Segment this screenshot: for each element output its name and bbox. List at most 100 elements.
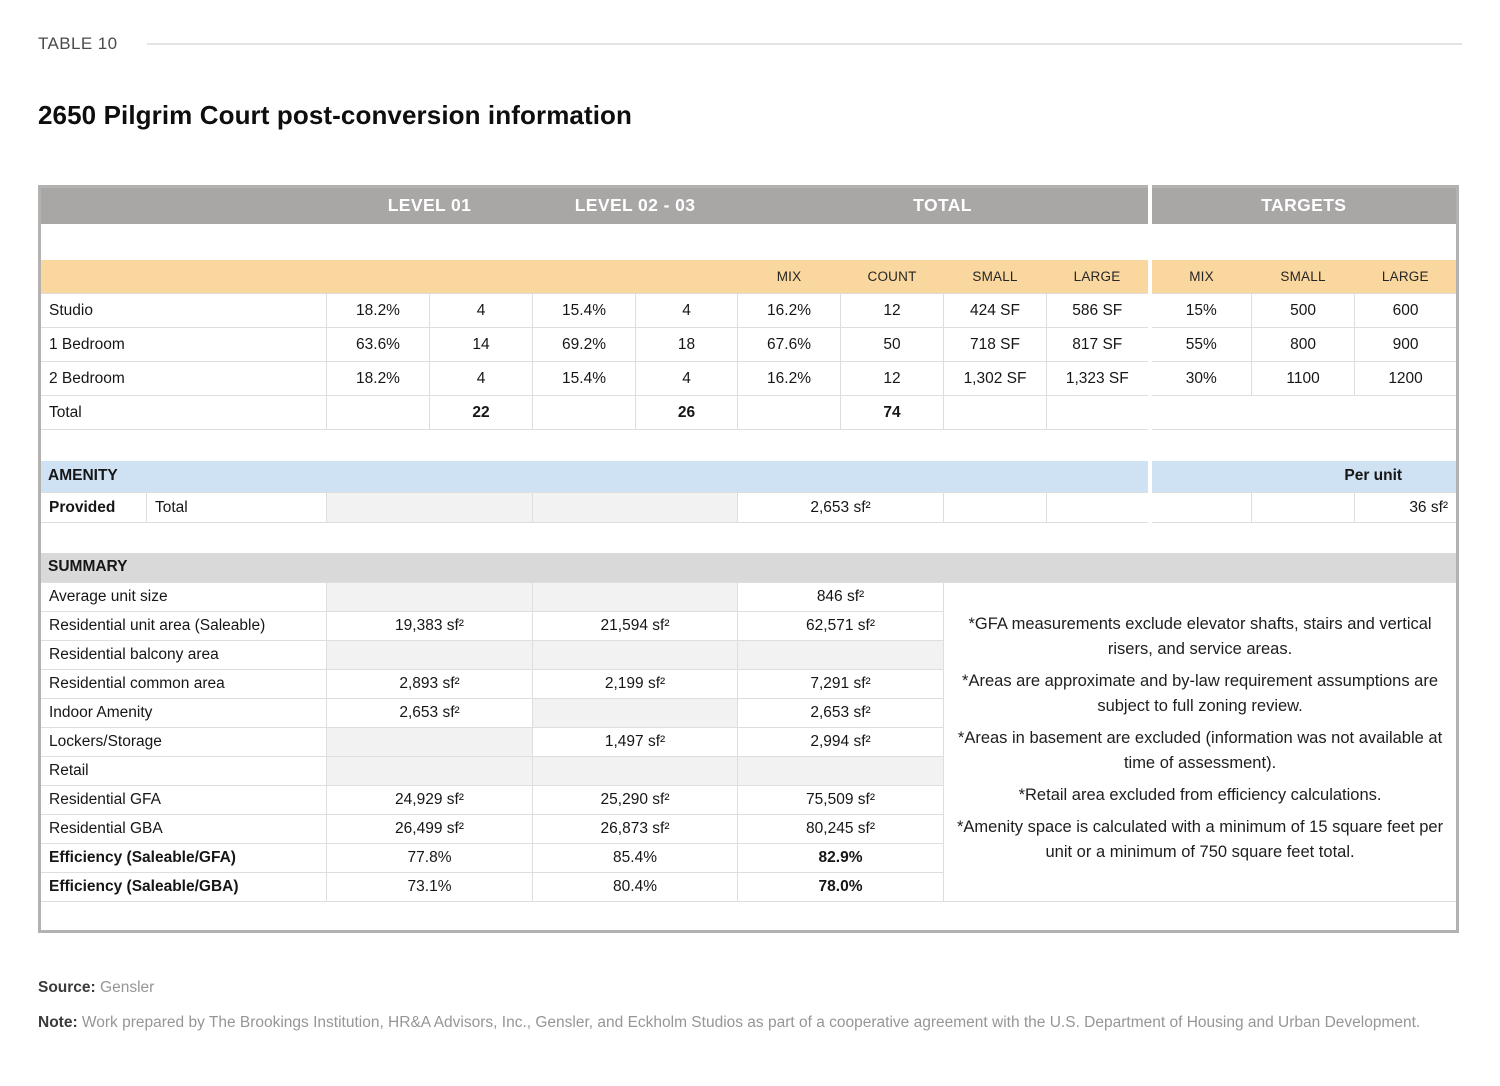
spacer-row [39,522,1458,553]
row-label: Retail [39,756,327,786]
value-cell: 24,929 sf² [325,785,534,815]
value-cell: 1,302 SF [943,361,1048,396]
row-label: Average unit size [39,582,327,612]
value-cell: 586 SF [1046,293,1151,328]
row-label: Lockers/Storage [39,727,327,757]
empty-cell [326,395,430,430]
header-total: TOTAL [737,186,1150,224]
value-cell: 1200 [1354,361,1459,396]
summary-row: Residential unit area (Saleable) 19,383 … [39,611,1458,641]
note-label: Note: [38,1014,78,1031]
value-cell: 25,290 sf² [532,785,739,815]
value-cell [532,756,739,786]
value-cell: 15% [1147,293,1253,328]
value-cell [532,582,739,612]
row-label: Studio [39,293,327,328]
value-cell: 718 SF [943,327,1048,362]
table-row-total: Total 22 26 74 [39,395,1459,430]
empty-cell [1147,395,1459,430]
value-cell: 1,323 SF [1046,361,1151,396]
amenity-section-row: AMENITY Per unit [39,460,1458,493]
value-cell: 78.0% [737,872,945,902]
value-cell [325,756,534,786]
value-cell: 77.8% [325,843,534,873]
table-row: MIX COUNT SMALL LARGE MIX SMALL LARGE [39,259,1458,294]
subheader-targets-large: LARGE [1354,259,1458,294]
empty-cell [1147,492,1253,523]
summary-row: Residential GBA 26,499 sf² 26,873 sf² 80… [39,814,1458,844]
header-targets: TARGETS [1147,186,1458,224]
empty-cell [943,395,1048,430]
summary-row: Average unit size 846 sf² *GFA measureme… [39,582,1459,902]
value-cell: 4 [635,361,739,396]
subheader-total-count: COUNT [840,259,944,294]
subheader-spacer [326,259,738,294]
table-number-label: TABLE 10 [38,34,118,53]
value-cell: 26,873 sf² [532,814,739,844]
header-spacer [39,186,327,224]
empty-cell [1046,395,1151,430]
value-cell [532,698,739,728]
report-page: TABLE 10 2650 Pilgrim Court post-convers… [38,34,1462,1035]
value-cell: 82.9% [737,843,945,873]
value-cell [325,582,534,612]
value-cell: 15.4% [532,361,637,396]
amenity-spacer [326,460,1150,493]
value-cell: 21,594 sf² [532,611,739,641]
empty-cell [1046,492,1151,523]
total-count-all: 74 [840,395,945,430]
value-cell: 2,893 sf² [325,669,534,699]
value-cell: 18 [635,327,739,362]
summary-row: Lockers/Storage 1,497 sf² 2,994 sf² [39,727,1458,757]
value-cell [325,640,534,670]
summary-row: Indoor Amenity 2,653 sf² 2,653 sf² [39,698,1458,728]
value-cell: 7,291 sf² [737,669,945,699]
value-cell: 80,245 sf² [737,814,945,844]
row-label: Residential unit area (Saleable) [39,611,327,641]
summary-row: Residential common area 2,893 sf² 2,199 … [39,669,1458,699]
footer: Source: Gensler Note: Work prepared by T… [38,979,1462,1035]
subheader-total-large: LARGE [1046,259,1150,294]
page-title: 2650 Pilgrim Court post-conversion infor… [38,100,633,130]
value-cell: 26,499 sf² [325,814,534,844]
table-row-2bedroom: 2 Bedroom 18.2% 4 15.4% 4 16.2% 12 1,302… [39,361,1459,396]
footnote: *Amenity space is calculated with a mini… [957,818,1444,861]
value-cell: 50 [840,327,945,362]
empty-cell [737,395,842,430]
value-cell: 500 [1251,293,1356,328]
value-cell: 2,199 sf² [532,669,739,699]
summary-row: Residential balcony area [39,640,1458,670]
subheader-targets-small: SMALL [1251,259,1355,294]
value-cell: 846 sf² [737,582,945,612]
value-cell: 12 [840,293,945,328]
source-value: Gensler [100,979,155,996]
empty-cell [1251,492,1356,523]
value-cell: 800 [1251,327,1356,362]
value-cell: 30% [1147,361,1253,396]
value-cell: 2,653 sf² [325,698,534,728]
table-row-1bedroom: 1 Bedroom 63.6% 14 69.2% 18 67.6% 50 718… [39,327,1459,362]
value-cell: 900 [1354,327,1459,362]
value-cell: 63.6% [326,327,430,362]
row-label: Residential balcony area [39,640,327,670]
row-label: Residential common area [39,669,327,699]
value-cell: 69.2% [532,327,637,362]
value-cell: 1,497 sf² [532,727,739,757]
subheader-spacer [39,259,327,294]
amenity-provided-row: Provided Total 2,653 sf² 36 sf² [39,492,1459,523]
subheader-targets-mix: MIX [1147,259,1252,294]
value-cell: 2,994 sf² [737,727,945,757]
footnote: *Areas are approximate and by-law requir… [962,672,1439,715]
value-cell: 55% [1147,327,1253,362]
value-cell: 4 [428,361,534,396]
value-cell: 16.2% [737,293,842,328]
table-row: LEVEL 01 LEVEL 02 - 03 TOTAL TARGETS [39,186,1458,224]
value-cell: 73.1% [325,872,534,902]
provided-sublabel: Total [146,492,327,523]
header-level01: LEVEL 01 [326,186,533,224]
value-cell: 18.2% [326,293,430,328]
footnote: *GFA measurements exclude elevator shaft… [968,615,1432,658]
value-cell: 14 [428,327,534,362]
amenity-section-label: AMENITY [39,460,327,493]
value-cell: 80.4% [532,872,739,902]
